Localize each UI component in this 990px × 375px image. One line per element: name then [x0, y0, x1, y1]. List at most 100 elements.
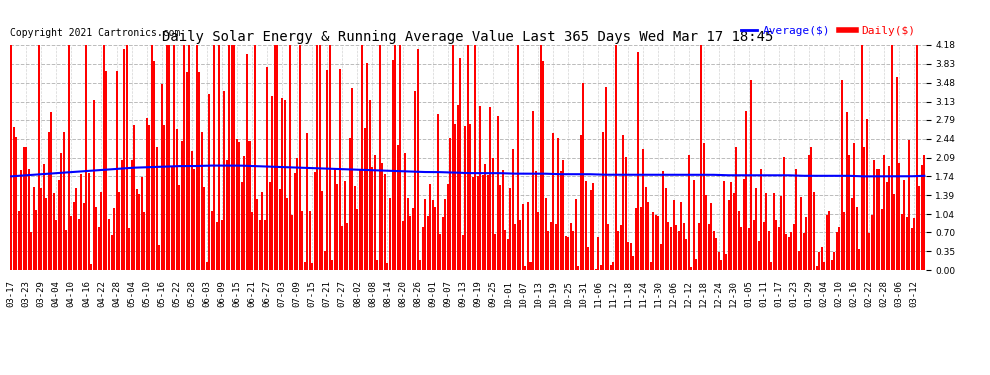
Bar	[324, 251, 326, 270]
Bar	[499, 185, 501, 270]
Bar	[15, 137, 17, 270]
Bar	[241, 182, 243, 270]
Bar	[811, 147, 813, 270]
Bar	[893, 194, 895, 270]
Bar	[690, 267, 692, 270]
Bar	[783, 158, 785, 270]
Bar	[477, 176, 479, 270]
Bar	[100, 192, 103, 270]
Bar	[90, 264, 92, 270]
Bar	[602, 132, 604, 270]
Bar	[148, 124, 150, 270]
Bar	[442, 217, 444, 270]
Bar	[688, 155, 690, 270]
Bar	[419, 260, 421, 270]
Bar	[903, 180, 905, 270]
Bar	[472, 177, 474, 270]
Bar	[635, 208, 637, 270]
Bar	[397, 145, 399, 270]
Bar	[353, 186, 355, 270]
Bar	[118, 192, 120, 270]
Bar	[592, 183, 594, 270]
Bar	[507, 239, 509, 270]
Bar	[359, 170, 361, 270]
Legend: Average($), Daily($): Average($), Daily($)	[737, 21, 920, 40]
Bar	[482, 175, 484, 270]
Bar	[181, 141, 183, 270]
Text: Copyright 2021 Cartronics.com: Copyright 2021 Cartronics.com	[10, 28, 180, 38]
Bar	[391, 60, 393, 270]
Bar	[489, 107, 491, 270]
Bar	[361, 45, 363, 270]
Bar	[618, 231, 620, 270]
Bar	[505, 230, 507, 270]
Bar	[165, 45, 167, 270]
Bar	[873, 160, 875, 270]
Bar	[567, 237, 569, 270]
Bar	[73, 202, 75, 270]
Bar	[268, 182, 270, 270]
Bar	[527, 202, 529, 270]
Bar	[757, 241, 759, 270]
Bar	[914, 218, 916, 270]
Bar	[48, 132, 50, 270]
Bar	[891, 45, 893, 270]
Bar	[366, 63, 368, 270]
Bar	[670, 226, 672, 270]
Bar	[435, 207, 437, 270]
Bar	[600, 265, 602, 270]
Bar	[251, 211, 253, 270]
Bar	[126, 45, 128, 270]
Bar	[607, 224, 609, 270]
Bar	[85, 45, 87, 270]
Bar	[103, 45, 105, 270]
Bar	[36, 210, 38, 270]
Bar	[833, 252, 836, 270]
Bar	[502, 170, 504, 270]
Bar	[337, 184, 339, 270]
Bar	[356, 209, 358, 270]
Bar	[871, 215, 873, 270]
Bar	[346, 223, 348, 270]
Bar	[911, 228, 913, 270]
Bar	[773, 193, 775, 270]
Bar	[785, 234, 787, 270]
Bar	[173, 45, 175, 270]
Bar	[543, 61, 545, 270]
Bar	[665, 189, 667, 270]
Bar	[924, 155, 926, 270]
Bar	[487, 175, 489, 270]
Bar	[116, 71, 118, 270]
Title: Daily Solar Energy & Running Average Value Last 365 Days Wed Mar 17 18:45: Daily Solar Energy & Running Average Val…	[162, 30, 773, 44]
Bar	[682, 223, 684, 270]
Bar	[741, 226, 742, 270]
Bar	[494, 234, 496, 270]
Bar	[718, 252, 720, 270]
Bar	[574, 200, 576, 270]
Bar	[155, 147, 157, 270]
Bar	[327, 70, 329, 270]
Bar	[738, 211, 740, 270]
Bar	[158, 245, 160, 270]
Bar	[28, 169, 30, 270]
Bar	[778, 227, 780, 270]
Bar	[836, 232, 838, 270]
Bar	[628, 242, 630, 270]
Bar	[808, 155, 810, 270]
Bar	[643, 149, 644, 270]
Bar	[736, 147, 738, 270]
Bar	[379, 45, 381, 270]
Bar	[201, 132, 203, 270]
Bar	[562, 160, 564, 270]
Bar	[75, 188, 77, 270]
Bar	[133, 125, 135, 270]
Bar	[289, 45, 291, 270]
Bar	[841, 80, 842, 270]
Bar	[456, 105, 458, 270]
Bar	[266, 67, 268, 270]
Bar	[332, 260, 334, 270]
Bar	[231, 45, 233, 270]
Bar	[234, 45, 236, 270]
Bar	[868, 233, 870, 270]
Bar	[515, 224, 517, 270]
